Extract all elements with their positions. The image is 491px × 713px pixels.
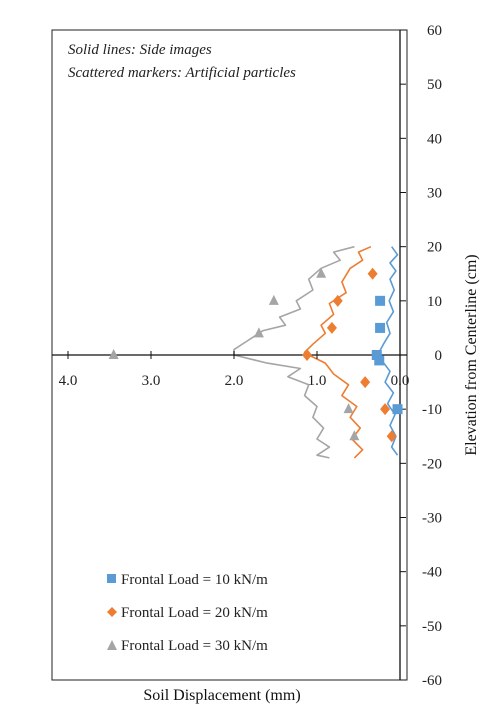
x-tick-label: 1.0 (308, 373, 327, 389)
series-line-1 (376, 246, 399, 456)
legend-marker-triangle (107, 640, 117, 650)
data-point-diamond (326, 321, 337, 334)
data-point-triangle (268, 294, 279, 305)
data-point-square (375, 295, 386, 306)
data-point-square (374, 355, 385, 366)
y-tick-label: -10 (422, 402, 442, 418)
x-tick-label: 2.0 (225, 373, 244, 389)
y-tick-label: -30 (422, 511, 442, 527)
axes: 60 50 40 30 20 10 0 -10 -20 -30 -40 -50 -60 4.0 3.0 2.0… (52, 23, 442, 689)
y-tick-label: 30 (427, 186, 442, 202)
x-tick-label: 4.0 (59, 373, 78, 389)
y-tick-label: 0 (435, 348, 443, 364)
y-tick-label: -20 (422, 456, 442, 472)
data-point-diamond (380, 403, 391, 416)
data-point-diamond (302, 349, 313, 361)
data-point-triangle (349, 430, 360, 441)
legend-label-20kn: Frontal Load = 20 kN/m (121, 605, 268, 621)
y-tick-label: -50 (422, 619, 442, 635)
data-point-triangle (108, 349, 119, 359)
y-tick-label: -40 (422, 565, 442, 581)
data-point-triangle (343, 403, 354, 414)
series-line-2 (303, 245, 372, 459)
y-tick-label: -60 (422, 673, 442, 689)
data-point-diamond (386, 430, 397, 443)
x-tick-label: 0.0 (391, 373, 410, 389)
data-point-diamond (360, 376, 371, 389)
y-tick-label: 10 (427, 294, 442, 310)
legend-label-30kn: Frontal Load = 30 kN/m (121, 638, 268, 654)
data-point-square (392, 404, 403, 415)
data-point-square (375, 322, 386, 333)
data-point-triangle (253, 327, 264, 338)
legend-marker-diamond (107, 607, 117, 617)
y-axis-title: Elevation from Centerline (cm) (463, 254, 480, 455)
annotation-notes: Solid lines: Side images Scattered marke… (68, 42, 296, 81)
data-point-square (371, 350, 382, 360)
y-tick-label: 60 (427, 23, 442, 39)
series-line-3 (233, 245, 355, 459)
y-tick-label: 20 (427, 240, 442, 256)
annotation-note-markers: Scattered markers: Artificial particles (68, 65, 296, 81)
series-markers (108, 267, 403, 443)
data-point-diamond (367, 267, 378, 280)
x-tick-label: 3.0 (142, 373, 161, 389)
x-axis-title: Soil Displacement (mm) (143, 687, 300, 704)
data-point-diamond (332, 294, 343, 307)
legend-marker-square (107, 574, 116, 583)
y-tick-label: 50 (427, 77, 442, 93)
y-tick-label: 40 (427, 131, 442, 147)
data-point-triangle (316, 267, 327, 278)
annotation-note-lines: Solid lines: Side images (68, 42, 212, 58)
legend: Frontal Load = 10 kN/m Frontal Load = 20… (107, 572, 268, 654)
legend-label-10kn: Frontal Load = 10 kN/m (121, 572, 268, 588)
